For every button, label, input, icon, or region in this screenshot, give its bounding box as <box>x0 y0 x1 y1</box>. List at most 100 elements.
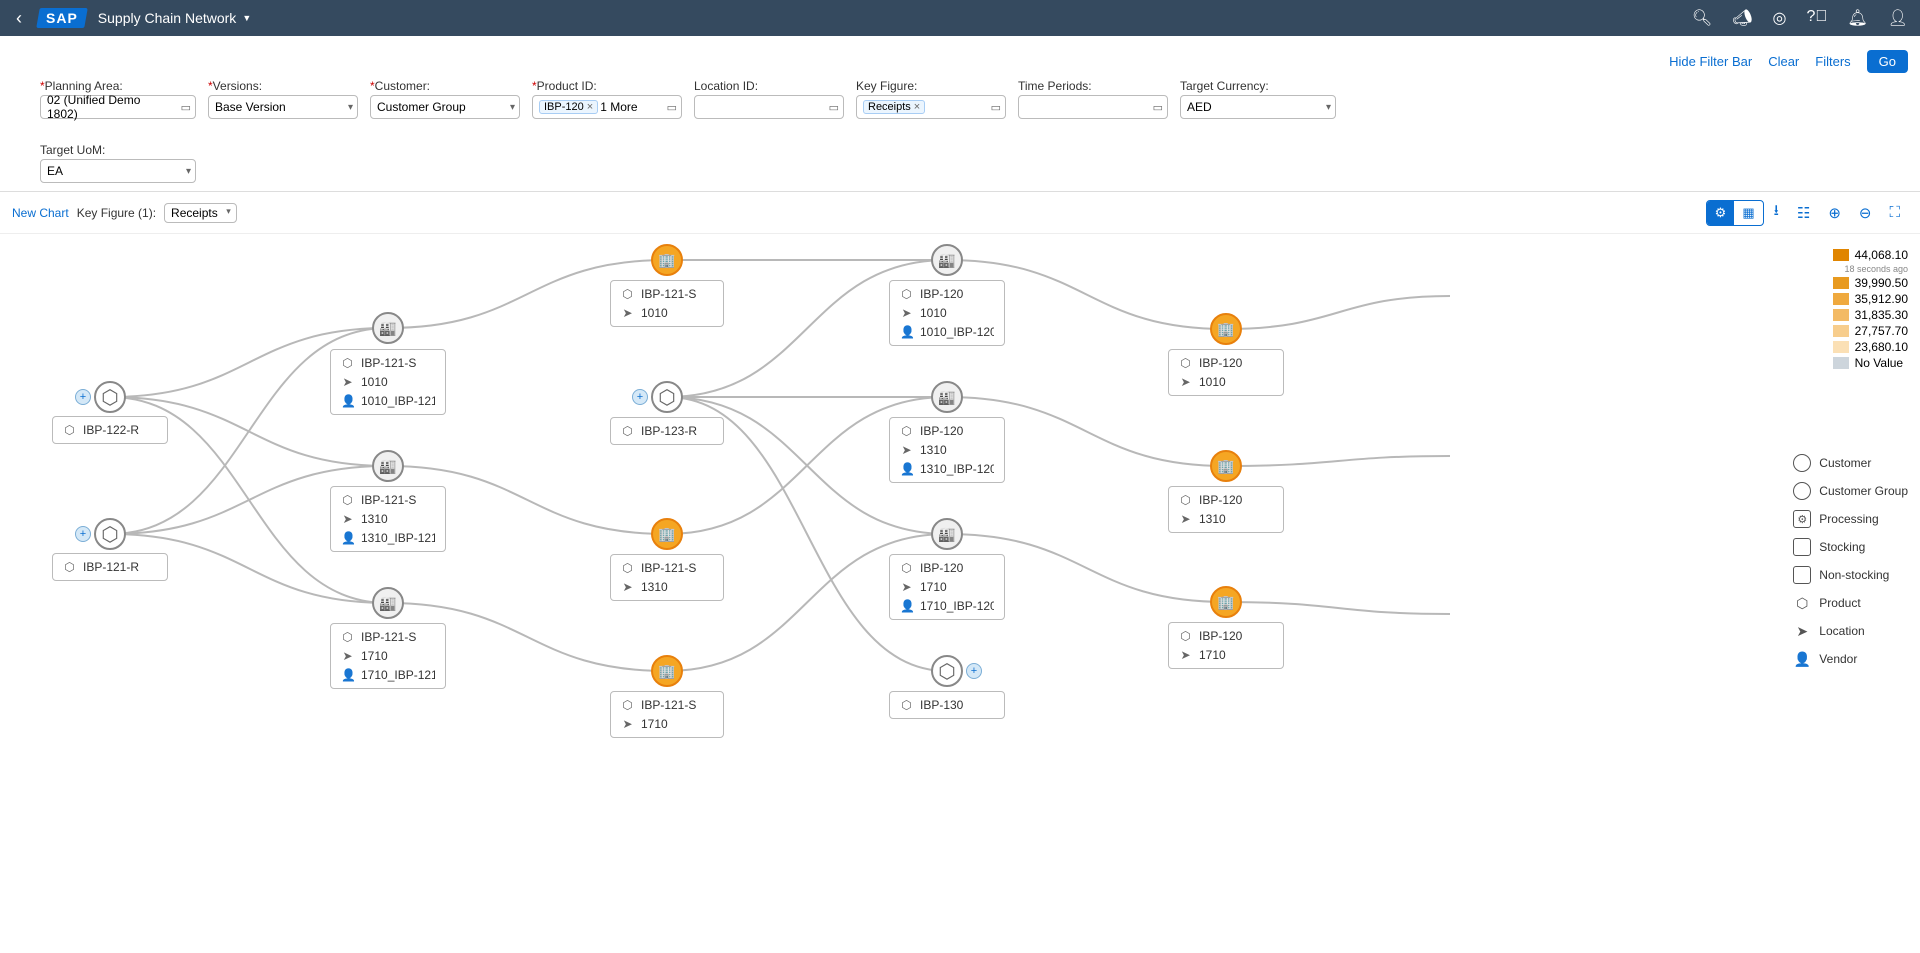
value-help-icon[interactable]: ▭ <box>829 101 839 114</box>
network-node-icon[interactable] <box>372 450 404 482</box>
value-help-icon[interactable]: ▭ <box>181 101 191 114</box>
filter-planning_area: *Planning Area:02 (Unified Demo 1802)▭ <box>40 79 196 119</box>
filter-input-key_figure[interactable]: Receipts × ▭ <box>856 95 1006 119</box>
node-value: IBP-121-S <box>641 287 696 301</box>
network-node-icon[interactable] <box>651 655 683 687</box>
network-node-card[interactable]: ⬡IBP-120➤1710👤1710_IBP-120 <box>889 554 1005 620</box>
search-icon[interactable]: 🔍︎ <box>1692 8 1712 28</box>
network-view-button[interactable]: ⚙ <box>1707 201 1735 225</box>
filter-input-time_periods[interactable]: ▭ <box>1018 95 1168 119</box>
network-node-icon[interactable] <box>94 518 126 550</box>
node-value: 1710 <box>920 580 947 594</box>
network-node-card[interactable]: ⬡IBP-121-S➤1710 <box>610 691 724 738</box>
network-node-card[interactable]: ⬡IBP-121-S➤1010 <box>610 280 724 327</box>
network-node-icon[interactable] <box>1210 313 1242 345</box>
fullscreen-icon[interactable]: ⛶ <box>1881 200 1908 225</box>
node-value: IBP-121-S <box>361 356 416 370</box>
network-node-icon[interactable] <box>931 518 963 550</box>
nav-back-button[interactable]: ‹ <box>12 8 26 29</box>
node-value: IBP-120 <box>1199 356 1242 370</box>
zoom-out-icon[interactable]: ⊖ <box>1851 200 1880 226</box>
go-button[interactable]: Go <box>1867 50 1908 73</box>
network-node-card[interactable]: ⬡IBP-130 <box>889 691 1005 719</box>
zoom-in-icon[interactable]: ⊕ <box>1820 200 1849 226</box>
filter-input-target_uom[interactable]: EA▾ <box>40 159 196 183</box>
filter-token[interactable]: Receipts × <box>863 100 925 114</box>
network-node-card[interactable]: ⬡IBP-120➤1010 <box>1168 349 1284 396</box>
legend-color-item: 44,068.10 <box>1833 248 1908 262</box>
expand-node-button[interactable]: + <box>75 526 91 542</box>
legend-type-icon <box>1793 566 1811 584</box>
expand-node-button[interactable]: + <box>75 389 91 405</box>
network-node-icon[interactable] <box>1210 450 1242 482</box>
table-view-button[interactable]: ▦ <box>1734 201 1762 225</box>
dropdown-icon[interactable]: ▾ <box>186 166 191 177</box>
network-node-icon[interactable] <box>931 655 963 687</box>
node-value: IBP-120 <box>920 287 963 301</box>
filter-input-location_id[interactable]: ▭ <box>694 95 844 119</box>
product-icon: ⬡ <box>900 424 913 438</box>
network-node-icon[interactable] <box>1210 586 1242 618</box>
user-icon[interactable]: 👤︎ <box>1888 8 1908 28</box>
value-help-icon[interactable]: ▭ <box>1153 101 1163 114</box>
value-help-icon[interactable]: ▭ <box>667 101 677 114</box>
network-node-icon[interactable] <box>931 244 963 276</box>
network-node-icon[interactable] <box>372 587 404 619</box>
clear-filters-link[interactable]: Clear <box>1768 54 1799 69</box>
download-icon[interactable]: ⭳ <box>1766 196 1787 229</box>
hide-filter-bar-link[interactable]: Hide Filter Bar <box>1669 54 1752 69</box>
network-node-icon[interactable] <box>94 381 126 413</box>
network-node-icon[interactable] <box>651 518 683 550</box>
new-chart-link[interactable]: New Chart <box>12 206 69 220</box>
sap-logo: SAP <box>36 8 87 28</box>
network-node-icon[interactable] <box>651 381 683 413</box>
network-node-card[interactable]: ⬡IBP-121-S➤1310 <box>610 554 724 601</box>
network-node-icon[interactable] <box>931 381 963 413</box>
dropdown-icon[interactable]: ▾ <box>1326 102 1331 113</box>
expand-node-button[interactable]: + <box>966 663 982 679</box>
filter-label: Location ID: <box>694 79 844 93</box>
network-node-card[interactable]: ⬡IBP-120➤1010👤1010_IBP-120 <box>889 280 1005 346</box>
expand-node-button[interactable]: + <box>632 389 648 405</box>
dropdown-icon[interactable]: ▾ <box>510 102 515 113</box>
filter-label: *Customer: <box>370 79 520 93</box>
token-remove-icon[interactable]: × <box>914 101 920 113</box>
location-icon: ➤ <box>621 717 634 731</box>
filters-link[interactable]: Filters <box>1815 54 1850 69</box>
dropdown-icon[interactable]: ▾ <box>348 102 353 113</box>
help-icon[interactable]: ?⃝ <box>1806 8 1827 28</box>
token-remove-icon[interactable]: × <box>587 101 593 113</box>
page-title[interactable]: Supply Chain Network ▼ <box>98 10 251 26</box>
value-help-icon[interactable]: ▭ <box>991 101 1001 114</box>
title-dropdown-icon: ▼ <box>242 13 251 23</box>
network-node-icon[interactable] <box>372 312 404 344</box>
legend-toggle-icon[interactable]: ☷ <box>1789 200 1818 226</box>
megaphone-icon[interactable]: 📣︎ <box>1732 8 1752 28</box>
filter-input-customer[interactable]: Customer Group▾ <box>370 95 520 119</box>
network-node-card[interactable]: ⬡IBP-120➤1710 <box>1168 622 1284 669</box>
network-node-card[interactable]: ⬡IBP-121-S➤1710👤1710_IBP-121-S <box>330 623 446 689</box>
notification-icon[interactable]: 🔔︎ <box>1847 8 1867 28</box>
type-legend: CustomerCustomer Group⚙ProcessingStockin… <box>1793 454 1908 668</box>
filter-input-product_id[interactable]: IBP-120 × 1 More▭ <box>532 95 682 119</box>
filter-location_id: Location ID: ▭ <box>694 79 844 119</box>
network-node-card[interactable]: ⬡IBP-121-S➤1310👤1310_IBP-121-S <box>330 486 446 552</box>
activity-icon[interactable]: ◎ <box>1773 8 1787 28</box>
key-figure-select[interactable]: Receipts ▾ <box>164 203 237 223</box>
node-value: 1310 <box>641 580 668 594</box>
vendor-icon: 👤 <box>341 668 354 682</box>
network-node-card[interactable]: ⬡IBP-120➤1310👤1310_IBP-120 <box>889 417 1005 483</box>
network-node-card[interactable]: ⬡IBP-121-R <box>52 553 168 581</box>
legend-type-item: Stocking <box>1793 538 1908 556</box>
network-node-card[interactable]: ⬡IBP-123-R <box>610 417 724 445</box>
network-node-card[interactable]: ⬡IBP-120➤1310 <box>1168 486 1284 533</box>
filter-token[interactable]: IBP-120 × <box>539 100 598 114</box>
key-figure-count-label: Key Figure (1): <box>77 206 156 220</box>
filter-input-planning_area[interactable]: 02 (Unified Demo 1802)▭ <box>40 95 196 119</box>
network-node-card[interactable]: ⬡IBP-121-S➤1010👤1010_IBP-121-S <box>330 349 446 415</box>
network-node-card[interactable]: ⬡IBP-122-R <box>52 416 168 444</box>
network-canvas[interactable]: ++++⬡IBP-122-R⬡IBP-121-R⬡IBP-121-S➤1010👤… <box>0 233 1920 953</box>
filter-input-versions[interactable]: Base Version▾ <box>208 95 358 119</box>
network-node-icon[interactable] <box>651 244 683 276</box>
filter-input-target_currency[interactable]: AED▾ <box>1180 95 1336 119</box>
